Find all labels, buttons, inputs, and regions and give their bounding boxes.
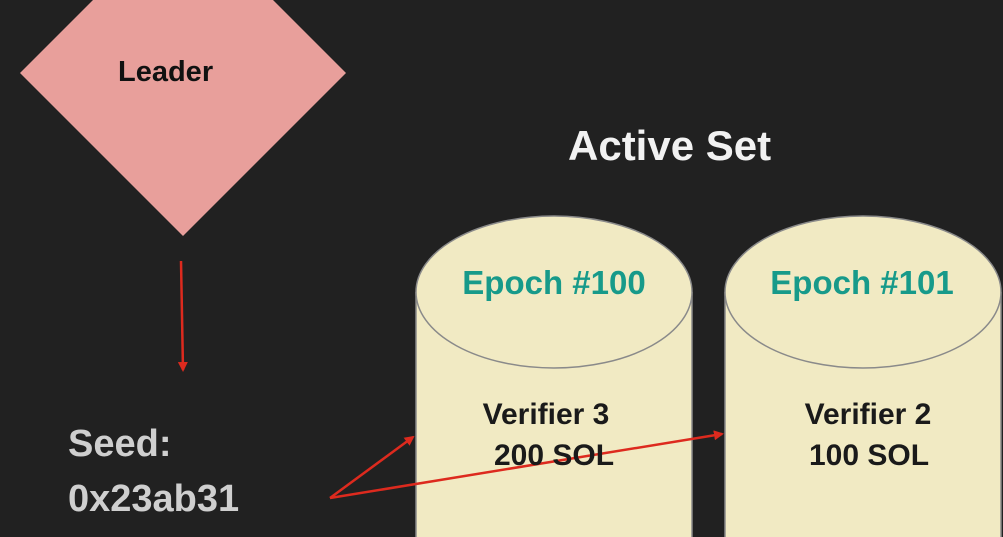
epoch-100-label: Epoch #100 <box>462 264 646 301</box>
active-set-title: Active Set <box>568 122 772 169</box>
epoch-101-label: Epoch #101 <box>770 264 954 301</box>
leader-to-seed-arrow <box>177 260 188 372</box>
leader-label: Leader <box>118 56 214 88</box>
seed-to-epoch-101-arrow <box>329 430 724 500</box>
epoch-100-stake: 200 SOL <box>493 439 615 472</box>
epoch-101-verifier: Verifier 2 <box>804 398 932 431</box>
epoch-101-cylinder <box>724 215 1002 537</box>
leader-diamond <box>20 0 346 236</box>
seed-to-epoch-100-arrow <box>329 435 415 500</box>
epoch-100-cylinder <box>415 215 693 537</box>
seed-value: 0x23ab31 <box>68 478 240 520</box>
seed-label: Seed: <box>68 423 172 465</box>
epoch-100-verifier: Verifier 3 <box>482 398 610 431</box>
epoch-101-stake: 100 SOL <box>808 439 930 472</box>
